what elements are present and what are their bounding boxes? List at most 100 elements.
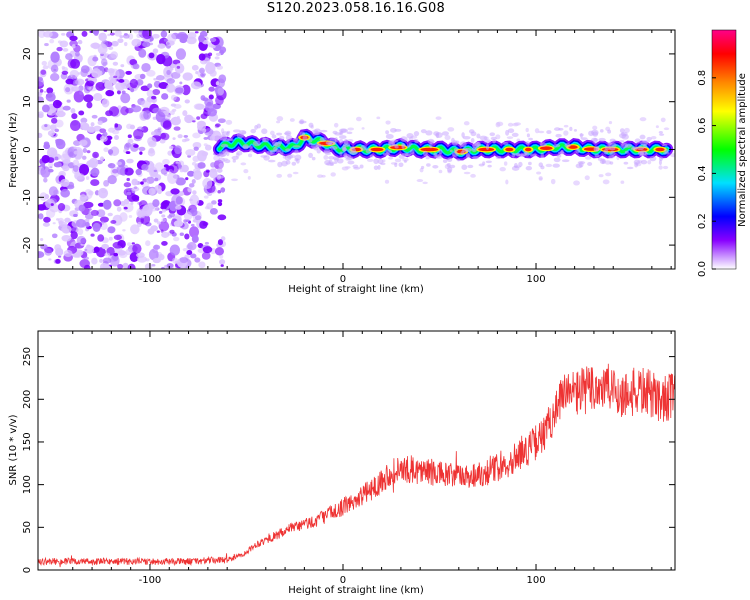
track-halo — [442, 159, 448, 163]
track-halo — [413, 131, 420, 137]
track-halo — [451, 151, 459, 157]
y-tick-label: 0 — [22, 567, 33, 573]
track-halo — [639, 134, 646, 140]
noise-speck — [505, 179, 509, 185]
spectrogram-xlabel: Height of straight line (km) — [288, 284, 424, 295]
noise-speck — [287, 173, 293, 178]
track-halo — [308, 142, 313, 146]
spectrogram-ylabel: Frequency (Hz) — [8, 112, 19, 188]
track-halo — [461, 164, 468, 170]
noise-blob — [57, 40, 63, 44]
noise-blob — [215, 81, 220, 86]
track-halo — [455, 140, 460, 145]
noise-blob — [114, 30, 122, 37]
noise-speck — [385, 120, 391, 125]
track-halo — [538, 162, 544, 168]
track-halo — [271, 134, 277, 139]
noise-blob — [147, 83, 153, 89]
noise-blob — [120, 92, 131, 104]
noise-blob — [45, 92, 56, 102]
snr-line-group — [38, 363, 675, 568]
noise-blob — [41, 60, 48, 66]
noise-speck — [663, 127, 670, 131]
noise-blob — [172, 137, 176, 141]
noise-blob — [166, 69, 171, 75]
noise-blob — [86, 80, 95, 87]
noise-blob — [211, 200, 217, 205]
noise-blob — [38, 132, 43, 138]
noise-blob — [92, 151, 99, 159]
noise-blob — [162, 120, 172, 130]
noise-blob — [82, 148, 88, 153]
noise-blob — [136, 79, 144, 86]
noise-blob — [175, 196, 183, 205]
track-halo — [580, 137, 588, 141]
noise-blob — [82, 155, 87, 160]
noise-blob — [159, 139, 166, 144]
noise-blob — [150, 163, 155, 167]
noise-blob — [169, 229, 175, 234]
track-halo — [385, 130, 390, 135]
noise-speck — [538, 130, 545, 134]
noise-blob — [90, 179, 100, 186]
noise-blob — [97, 120, 103, 126]
track-halo — [462, 136, 471, 140]
track-halo — [507, 128, 515, 134]
noise-blob — [92, 56, 99, 62]
noise-speck — [538, 176, 543, 181]
track-halo — [404, 152, 412, 157]
track-halo — [338, 128, 347, 133]
noise-blob — [55, 247, 64, 257]
track-core-red — [370, 147, 384, 152]
noise-blob — [51, 117, 58, 124]
noise-blob — [183, 134, 189, 138]
noise-blob — [162, 158, 170, 165]
noise-blob — [78, 204, 86, 212]
track-halo — [232, 129, 241, 133]
noise-blob — [189, 198, 193, 202]
noise-blob — [209, 208, 218, 215]
noise-blob — [148, 248, 159, 261]
track-halo — [587, 162, 593, 166]
noise-blob — [152, 199, 160, 208]
noise-blob — [88, 86, 97, 92]
track-halo — [578, 161, 584, 168]
noise-blob — [123, 41, 128, 47]
noise-blob — [105, 89, 115, 97]
track-halo — [299, 131, 306, 137]
noise-blob — [187, 187, 192, 192]
noise-blob — [77, 228, 84, 236]
noise-blob — [125, 70, 132, 75]
noise-blob — [87, 211, 92, 214]
noise-blob — [219, 254, 224, 259]
noise-blob — [93, 246, 100, 253]
noise-blob — [138, 32, 142, 35]
noise-blob — [84, 213, 94, 220]
noise-blob — [117, 38, 124, 44]
noise-blob — [183, 219, 188, 223]
noise-blob — [48, 161, 54, 168]
track-halo — [420, 129, 427, 134]
noise-blob — [126, 191, 132, 196]
track-halo — [420, 165, 425, 170]
track-halo — [619, 140, 625, 143]
noise-blob — [156, 230, 160, 233]
track-halo — [250, 128, 256, 134]
track-halo — [308, 122, 314, 128]
noise-blob — [62, 48, 69, 52]
track-halo — [511, 152, 515, 158]
track-halo — [621, 134, 629, 140]
noise-blob — [117, 105, 122, 110]
noise-blob — [161, 214, 166, 218]
noise-blob — [153, 169, 158, 173]
track-halo — [272, 141, 279, 146]
noise-speck — [592, 125, 598, 130]
track-halo — [438, 149, 443, 155]
noise-blob — [127, 138, 134, 144]
noise-blob — [160, 229, 164, 233]
noise-blob — [208, 86, 215, 92]
snr-frame — [37, 330, 676, 571]
track-halo — [470, 138, 475, 143]
noise-blob — [120, 64, 125, 68]
track-halo — [316, 147, 321, 154]
